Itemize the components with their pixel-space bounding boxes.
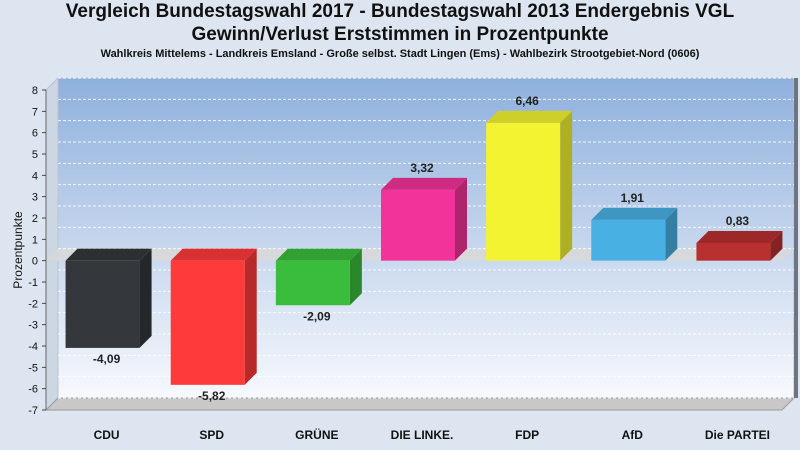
bar-side <box>139 248 152 348</box>
bar-spd <box>170 248 257 385</box>
bar-die-partei <box>696 230 783 261</box>
bar-front <box>591 219 666 261</box>
y-tick-label: -1 <box>28 277 38 289</box>
bar-top <box>170 248 257 261</box>
data-label: -2,09 <box>303 309 331 323</box>
bar-front <box>696 242 771 261</box>
x-tick-label: AfD <box>622 428 644 442</box>
bar-front <box>65 260 140 348</box>
y-tick-label: 6 <box>32 128 38 140</box>
data-label: 0,83 <box>726 214 750 228</box>
y-tick-label: -4 <box>28 341 38 353</box>
bar-front <box>275 260 350 306</box>
y-tick-label: -7 <box>28 405 38 417</box>
bar-top <box>486 110 573 123</box>
bar-top <box>381 177 467 190</box>
data-label: 3,32 <box>410 161 434 175</box>
y-axis: 8 7 6 5 4 3 2 1 0 -1 -2 -3 -4 -5 -6 -7 Prozentpunkte <box>11 85 47 417</box>
bar-die-linke- <box>381 177 467 261</box>
bar-top <box>65 248 152 261</box>
bar-gr-ne <box>275 248 362 306</box>
x-axis: CDU SPD GRÜNE DIE LINKE. FDP AfD Die PARTEI <box>94 427 770 442</box>
bar-top <box>696 230 783 243</box>
y-tick-label: -5 <box>28 362 38 374</box>
plot-floor <box>44 397 796 411</box>
y-tick-label: -6 <box>28 384 38 396</box>
chart-title-line-2: Gewinn/Verlust Erststimmen in Prozentpun… <box>191 24 609 45</box>
y-tick-label: 8 <box>32 85 38 97</box>
bars <box>65 110 783 385</box>
y-tick-label: 3 <box>32 192 38 204</box>
y-tick-label: 1 <box>32 234 38 246</box>
bar-cdu <box>65 248 152 348</box>
data-label: -4,09 <box>93 352 121 366</box>
y-tick-label: -3 <box>28 320 38 332</box>
bar-top <box>591 207 678 220</box>
x-tick-label: FDP <box>515 428 539 442</box>
value-labels: -4,09 -5,82 -2,09 3,32 6,46 1,91 0,83 <box>93 94 750 403</box>
bar-top <box>275 248 362 261</box>
bar-front <box>381 189 455 261</box>
y-tick-label: 0 <box>32 256 38 268</box>
bar-fdp <box>486 110 573 261</box>
chart-header: Vergleich Bundestagswahl 2017 - Bundesta… <box>0 0 800 61</box>
bar-afd <box>591 207 678 261</box>
bar-front <box>170 260 245 385</box>
bar-side <box>560 110 573 261</box>
data-label: 1,91 <box>621 191 645 205</box>
x-tick-label: CDU <box>94 428 120 442</box>
plot-left-wall <box>45 76 59 412</box>
x-tick-label: SPD <box>199 428 224 442</box>
x-tick-label: Die PARTEI <box>705 428 770 442</box>
bar-side <box>770 230 783 261</box>
bar-side <box>349 248 362 306</box>
data-label: -5,82 <box>198 389 226 403</box>
bar-side <box>665 207 678 261</box>
x-tick-label: DIE LINKE. <box>391 428 454 442</box>
y-tick-label: 7 <box>32 106 38 118</box>
chart-title-line-1: Vergleich Bundestagswahl 2017 - Bundesta… <box>65 1 735 22</box>
bar-side <box>455 177 467 261</box>
data-label: 6,46 <box>515 94 539 108</box>
y-tick-label: 5 <box>32 149 38 161</box>
y-tick-label: 2 <box>32 213 38 225</box>
y-axis-label: Prozentpunkte <box>11 211 25 289</box>
x-tick-label: GRÜNE <box>295 427 338 442</box>
plot-right-edge <box>794 78 798 398</box>
bar-side <box>244 248 257 385</box>
chart-subtitle: Wahlkreis Mittelems - Landkreis Emsland … <box>100 48 700 60</box>
y-tick-label: 4 <box>32 170 38 182</box>
y-tick-label: -2 <box>28 298 38 310</box>
bar-front <box>486 122 561 261</box>
